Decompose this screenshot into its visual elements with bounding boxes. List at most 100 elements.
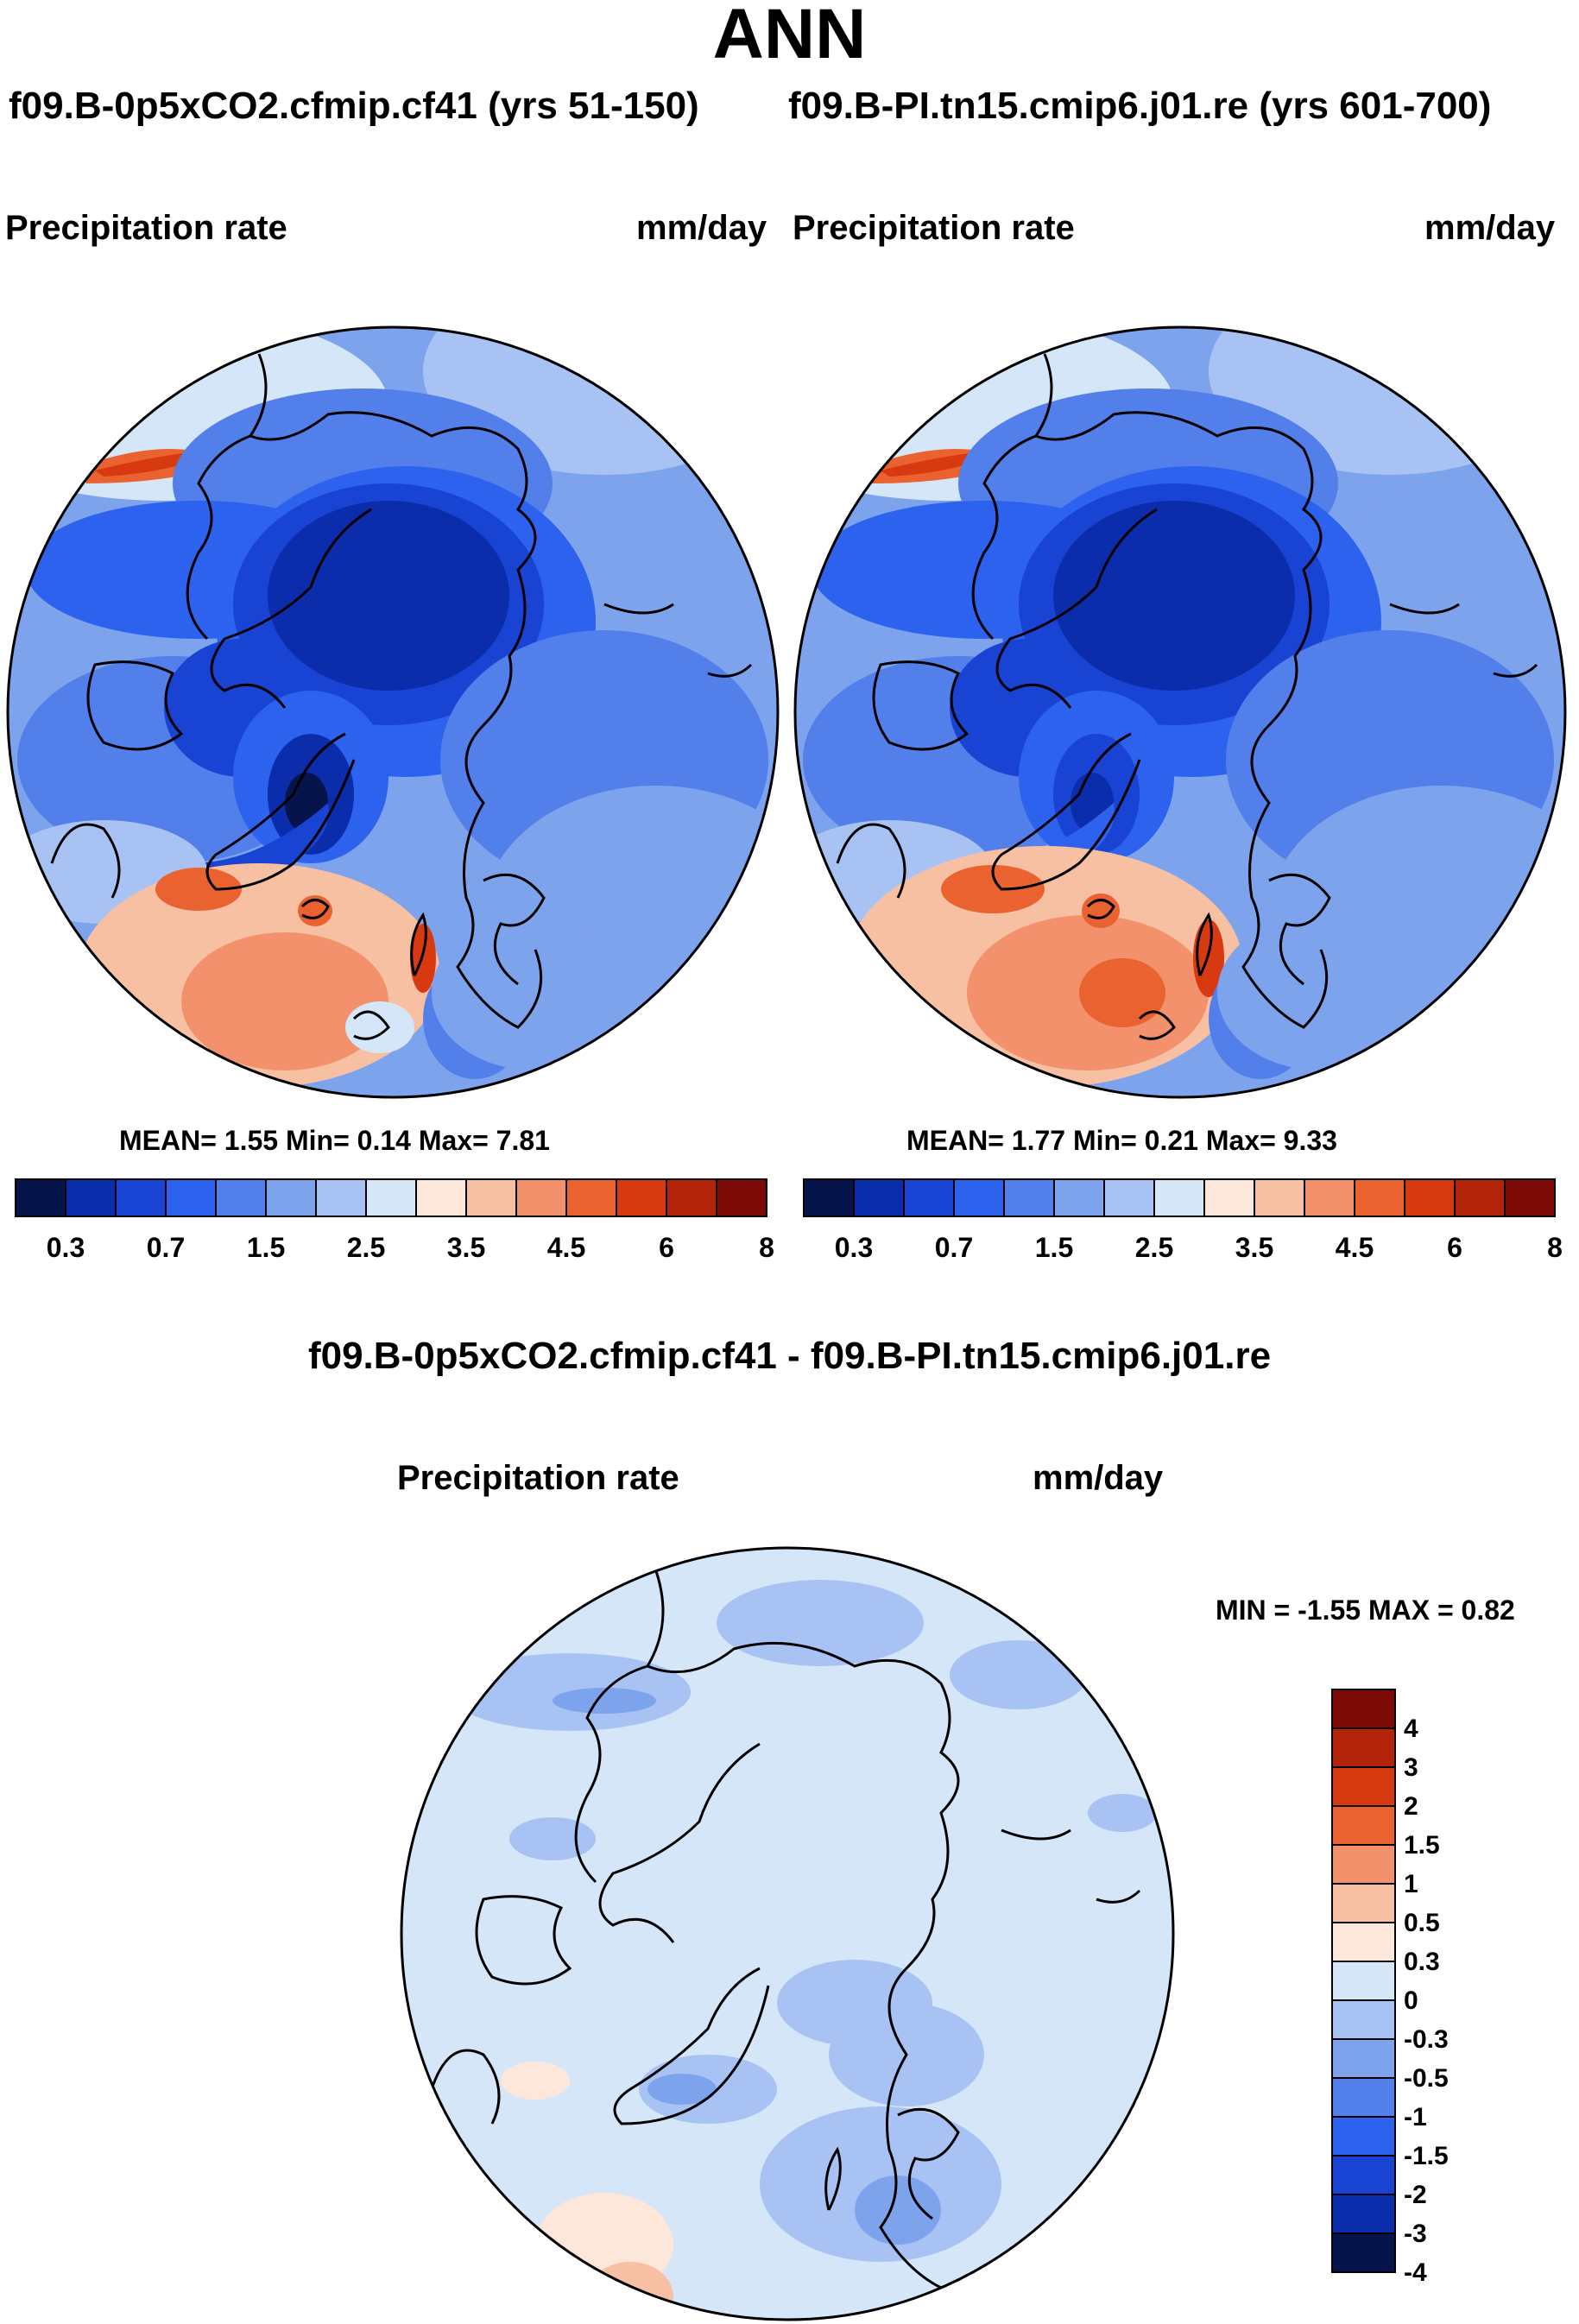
panel3-colorbar-swatch [1331, 2232, 1396, 2273]
panel2-colorbar-swatch [1103, 1178, 1155, 1217]
panel2-colorbar-tick-label: 6 [1447, 1232, 1462, 1263]
diff-title: f09.B-0p5xCO2.cfmip.cf41 - f09.B-PI.tn15… [307, 1335, 1272, 1377]
panel2-colorbar-swatch [1404, 1178, 1456, 1217]
panel1-colorbar-swatch [616, 1178, 667, 1217]
panel1-colorbar-tick-label: 4.5 [546, 1232, 586, 1263]
panel3-border [400, 1546, 1175, 2321]
panel3-colorbar-swatch [1331, 1689, 1396, 1729]
panel2-colorbar-tick-label: 8 [1547, 1232, 1563, 1263]
panel2-colorbar-swatch [853, 1178, 905, 1217]
panel2-colorbar-swatch [953, 1178, 1005, 1217]
case-label-left: f09.B-0p5xCO2.cfmip.cf41 (yrs 51-150) [9, 85, 699, 127]
panel3-colorbar-swatch [1331, 2116, 1396, 2157]
panel2-colorbar-tick-label: 0.7 [934, 1232, 974, 1263]
panel1-units: mm/day [636, 209, 767, 247]
panel3-colorbar-swatch [1331, 1805, 1396, 1846]
panel2-units: mm/day [1424, 209, 1556, 247]
panel2-map [795, 327, 1565, 1097]
panel2-colorbar-swatch [1354, 1178, 1405, 1217]
panel3-colorbar-tick-label: 4 [1404, 1715, 1418, 1743]
panel3-colorbar-swatch [1331, 1844, 1396, 1885]
panel1-colorbar-swatch [465, 1178, 517, 1217]
panel1-colorbar-swatch [165, 1178, 217, 1217]
panel3-units: mm/day [1033, 1459, 1164, 1497]
panel2-colorbar-tick-label: 2.5 [1134, 1232, 1174, 1263]
panel3-colorbar-tick-label: -1 [1404, 2103, 1427, 2131]
panel2-colorbar [803, 1178, 1556, 1217]
panel1-colorbar-tick-label: 0.3 [46, 1232, 85, 1263]
panel2-colorbar-swatch [1504, 1178, 1556, 1217]
panel3-colorbar-tick-label: 1 [1404, 1870, 1418, 1898]
panel3-colorbar-tick-label: -1.5 [1404, 2142, 1449, 2170]
panel2-border [793, 325, 1567, 1099]
panel3-colorbar-tick-label: -0.5 [1404, 2064, 1449, 2093]
panel1-colorbar-swatch [716, 1178, 767, 1217]
panel2-colorbar-swatch [1153, 1178, 1205, 1217]
panel2-coastlines [836, 353, 1538, 1040]
panel3-colorbar-swatch [1331, 2077, 1396, 2118]
case-label-right: f09.B-PI.tn15.cmip6.j01.re (yrs 601-700) [788, 85, 1492, 127]
panel2-colorbar-swatch [1254, 1178, 1305, 1217]
panel1-colorbar-swatch [15, 1178, 66, 1217]
panel1-colorbar-swatch [115, 1178, 167, 1217]
panel3-colorbar-tick-label: -3 [1404, 2220, 1427, 2248]
panel1-colorbar-tick-label: 3.5 [446, 1232, 486, 1263]
panel3-colorbar-swatch [1331, 1727, 1396, 1768]
panel2-colorbar-swatch [1053, 1178, 1105, 1217]
panel2-colorbar-tick-label: 4.5 [1335, 1232, 1374, 1263]
panel1-colorbar-tick-label: 8 [759, 1232, 774, 1263]
panel1-colorbar-swatch [415, 1178, 467, 1217]
panel3-colorbar-swatch [1331, 2194, 1396, 2234]
panel2-colorbar-tick-label: 1.5 [1034, 1232, 1074, 1263]
panel2-colorbar-swatch [903, 1178, 955, 1217]
panel3-colorbar-tick-label: 2 [1404, 1792, 1418, 1821]
panel3-colorbar-swatch [1331, 1961, 1396, 2001]
panel1-variable: Precipitation rate [5, 209, 287, 247]
panel1-colorbar-swatch [215, 1178, 267, 1217]
panel1-colorbar-tick-label: 2.5 [346, 1232, 386, 1263]
panel3-colorbar-tick-label: -0.3 [1404, 2025, 1449, 2054]
panel3-colorbar-tick-label: -4 [1404, 2258, 1427, 2287]
panel1-stats: MEAN= 1.55 Min= 0.14 Max= 7.81 [119, 1125, 550, 1156]
panel1-coastlines [50, 353, 753, 1040]
panel3-variable: Precipitation rate [397, 1459, 679, 1497]
panel1-colorbar-swatch [565, 1178, 617, 1217]
panel3-stats: MIN = -1.55 MAX = 0.82 [1216, 1595, 1515, 1626]
panel3-colorbar-tick-label: -2 [1404, 2181, 1427, 2209]
panel3-colorbar-tick-label: 0.5 [1404, 1909, 1440, 1937]
panel2-colorbar-swatch [1454, 1178, 1506, 1217]
panel2-colorbar-tick-label: 3.5 [1235, 1232, 1274, 1263]
panel1-map [8, 327, 778, 1097]
panel2-colorbar-tick-label: 0.3 [834, 1232, 874, 1263]
panel3-colorbar-tick-label: 1.5 [1404, 1831, 1440, 1860]
panel2-colorbar-swatch [1003, 1178, 1055, 1217]
panel2-variable: Precipitation rate [793, 209, 1075, 247]
panel3-colorbar [1331, 1689, 1396, 2273]
panel3-colorbar-swatch [1331, 2038, 1396, 2079]
panel3-map [401, 1548, 1173, 2320]
panel1-colorbar-swatch [515, 1178, 567, 1217]
panel1-colorbar-swatch [365, 1178, 417, 1217]
panel1-border [6, 325, 780, 1099]
panel1-colorbar-swatch [265, 1178, 317, 1217]
panel3-colorbar-swatch [1331, 2155, 1396, 2195]
panel2-stats: MEAN= 1.77 Min= 0.21 Max= 9.33 [906, 1125, 1337, 1156]
panel1-colorbar-tick-label: 1.5 [246, 1232, 286, 1263]
panel3-colorbar-swatch [1331, 1883, 1396, 1923]
panel2-colorbar-swatch [803, 1178, 855, 1217]
panel3-colorbar-swatch [1331, 1766, 1396, 1807]
panel1-colorbar-tick-label: 0.7 [146, 1232, 186, 1263]
panel3-colorbar-swatch [1331, 1999, 1396, 2040]
panel3-colorbar-tick-label: 3 [1404, 1753, 1418, 1782]
panel2-colorbar-swatch [1203, 1178, 1255, 1217]
main-title: ANN [712, 0, 867, 73]
panel3-colorbar-tick-label: 0.3 [1404, 1948, 1440, 1976]
panel2-colorbar-swatch [1304, 1178, 1355, 1217]
panel3-colorbar-tick-label: 0 [1404, 1986, 1418, 2015]
panel1-colorbar-swatch [315, 1178, 367, 1217]
panel1-colorbar [15, 1178, 767, 1217]
panel1-colorbar-tick-label: 6 [659, 1232, 674, 1263]
panel1-colorbar-swatch [65, 1178, 117, 1217]
panel1-colorbar-swatch [666, 1178, 717, 1217]
